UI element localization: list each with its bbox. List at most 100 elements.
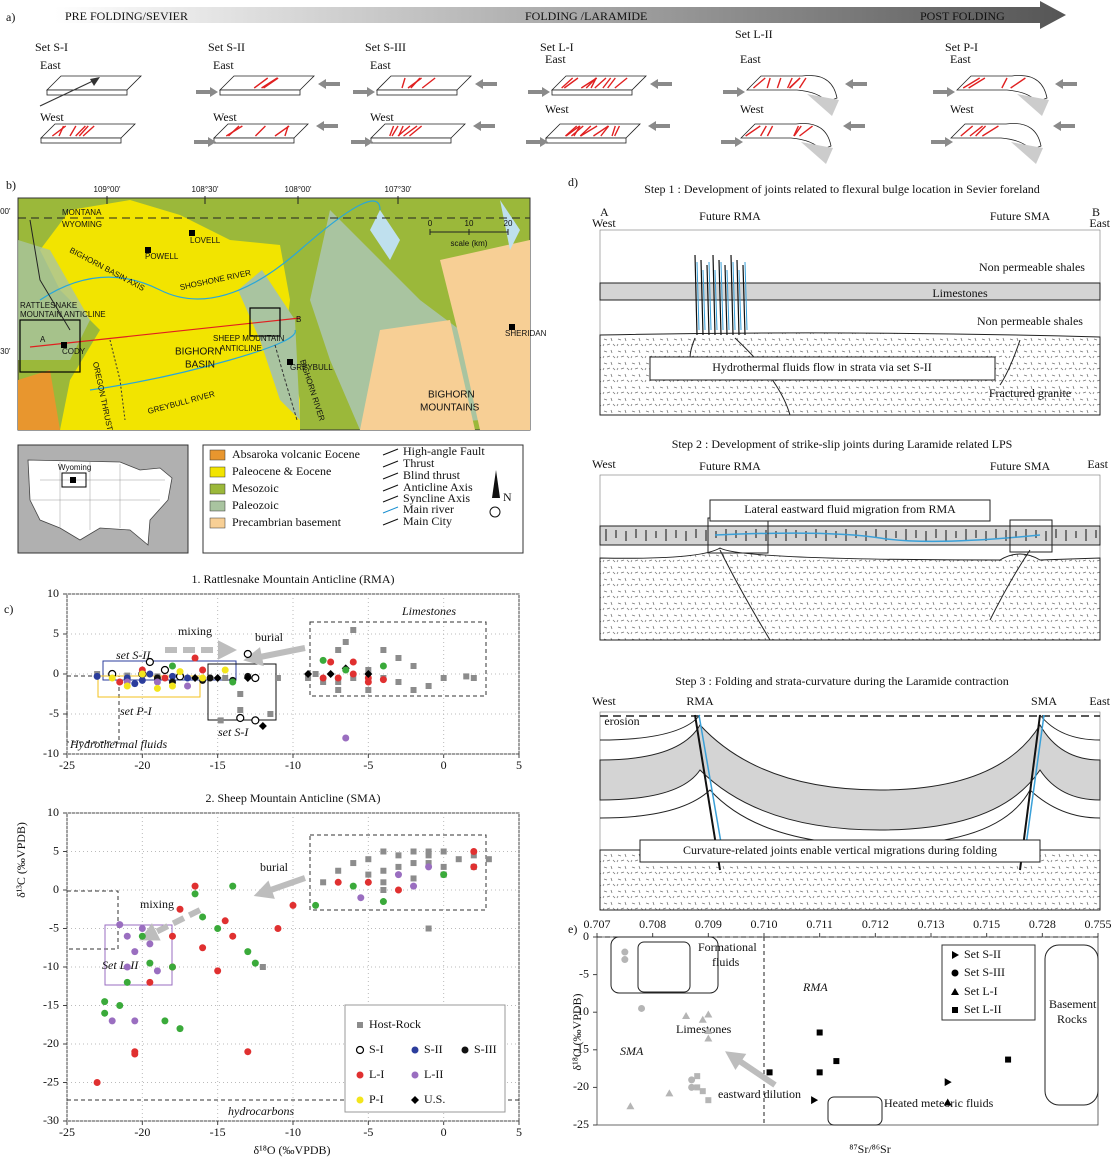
point [218, 717, 224, 723]
point [380, 879, 386, 885]
point [275, 675, 281, 681]
x-tick-label: -5 [363, 758, 373, 772]
section-label: Future RMA [699, 459, 761, 473]
stress-arrow [318, 79, 340, 89]
point [184, 683, 191, 690]
longitude: 107°30' [385, 185, 412, 194]
point [626, 1102, 634, 1109]
point [139, 933, 146, 940]
point [260, 964, 266, 970]
point [411, 860, 417, 866]
point [350, 627, 356, 633]
side-label: West [950, 102, 974, 116]
slab-side [552, 90, 632, 95]
point [342, 735, 349, 742]
map-label: BIGHORN [175, 347, 222, 358]
point [177, 906, 184, 913]
panel-label: c) [4, 602, 13, 616]
point [116, 921, 123, 928]
x-tick-label: 0.708 [639, 917, 666, 931]
side-label: West [545, 102, 569, 116]
section-label: Non permeable shales [979, 260, 1085, 274]
caption: Curvature-related joints enable vertical… [683, 843, 997, 857]
section-label: West [592, 694, 616, 708]
point [638, 1005, 645, 1012]
slab-side [41, 138, 121, 143]
point [471, 675, 477, 681]
legend-label: Paleozoic [232, 498, 279, 512]
legend-label: Host-Rock [369, 1017, 421, 1031]
city [145, 247, 151, 253]
legend-label: Set L-I [964, 984, 998, 998]
section-label: SMA [1031, 694, 1057, 708]
field-box [828, 1097, 882, 1125]
slab [546, 124, 640, 138]
legend-label: L-II [424, 1067, 443, 1081]
point [244, 651, 251, 658]
stress-arrow [648, 121, 670, 131]
field-box [638, 942, 690, 992]
caption: Hydrothermal fluids flow in strata via s… [712, 360, 932, 374]
legend-label: S-III [474, 1042, 497, 1056]
side-label: East [40, 58, 61, 72]
legend-swatch [210, 450, 225, 460]
legend-label: U.S. [424, 1092, 445, 1106]
x-axis-label: ⁸⁷Sr/⁸⁶Sr [849, 1142, 890, 1156]
y-tick-label: -25 [43, 1074, 59, 1088]
point [101, 998, 108, 1005]
point [237, 707, 243, 713]
phase-label: PRE FOLDING/SEVIER [65, 9, 188, 23]
side-label: East [740, 52, 761, 66]
annotation: Limestones [401, 604, 456, 618]
stress-arrow [843, 121, 865, 131]
point [154, 679, 161, 686]
point [101, 1010, 108, 1017]
point [833, 1058, 839, 1064]
step-title: Step 2 : Development of strike-slip join… [672, 437, 1013, 451]
point [688, 1084, 695, 1091]
point [222, 917, 229, 924]
map-label: MONTANA [62, 208, 102, 217]
point [380, 647, 386, 653]
point [350, 883, 357, 890]
point [694, 1084, 700, 1090]
x-tick-label: -20 [134, 1125, 150, 1139]
figure: a)PRE FOLDING/SEVIERFOLDING /LARAMIDEPOS… [0, 0, 1114, 1158]
legend-label: S-II [424, 1042, 443, 1056]
point [94, 1079, 101, 1086]
x-tick-label: 0.712 [862, 917, 889, 931]
map-label: SHERIDAN [505, 329, 547, 338]
point [395, 655, 401, 661]
step-title: Step 3 : Folding and strata-curvature du… [675, 674, 1009, 688]
scale-label: 20 [504, 219, 513, 228]
x-tick-label: -10 [285, 1125, 301, 1139]
y-tick-label: -5 [49, 706, 59, 720]
slab-side [377, 90, 457, 95]
y-axis-label: δ¹⁸O (‰VPDB) [570, 993, 584, 1070]
x-tick-label: 0.713 [918, 917, 945, 931]
point [177, 1025, 184, 1032]
point [131, 948, 138, 955]
point [312, 902, 319, 909]
legend-marker [952, 1007, 958, 1013]
city [189, 230, 195, 236]
legend-label: L-I [369, 1067, 384, 1081]
point [705, 1097, 711, 1103]
legend-marker [412, 1072, 419, 1079]
point [335, 687, 341, 693]
point [252, 717, 259, 724]
section-label: erosion [604, 714, 639, 728]
point [365, 879, 372, 886]
phase-label: POST FOLDING [920, 9, 1005, 23]
longitude: 108°30' [192, 185, 219, 194]
point [380, 868, 386, 874]
annotation: Limestones [676, 1022, 732, 1036]
city [287, 359, 293, 365]
legend-label: Set L-II [964, 1002, 1002, 1016]
point [237, 715, 244, 722]
point [441, 864, 447, 870]
point [161, 1017, 168, 1024]
point [229, 883, 236, 890]
granite [600, 548, 1100, 640]
caption: Lateral eastward fluid migration from RM… [744, 502, 956, 516]
